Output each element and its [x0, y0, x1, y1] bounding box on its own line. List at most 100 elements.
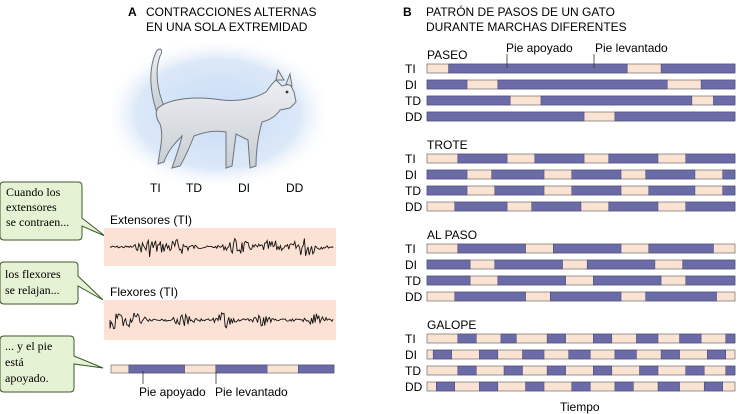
gait-row-label: DI: [405, 78, 417, 92]
panel-b-letter: B: [403, 5, 412, 19]
gait-row-label: DD: [405, 290, 423, 304]
gait-row-dd-stance-segment: [454, 201, 508, 212]
gait-row-label: TI: [405, 242, 416, 256]
callout-flexors: los flexores se relajan...: [0, 261, 104, 305]
gait-row-di-stance-segment: [682, 259, 736, 270]
gait-row-label: TI: [405, 62, 416, 76]
gait-row-ti-stance-segment: [457, 333, 477, 344]
gait-row-label: TI: [405, 332, 416, 346]
gait-row-dd-stance-segment: [454, 291, 526, 302]
callout-extensors: Cuando los extensores se contraen...: [0, 181, 106, 241]
gait-row-ti-stance-segment: [500, 333, 517, 344]
bar-a-stance-segment: [298, 364, 335, 374]
leg-label-td: TD: [186, 181, 202, 195]
gait-row-ti-stance-segment: [593, 333, 613, 344]
gait-row-td-stance-segment: [503, 365, 523, 376]
gait-row-label: DI: [405, 168, 417, 182]
gait-title: GALOPE: [427, 318, 476, 332]
gait-row-td-stance-segment: [426, 275, 471, 286]
gait-row-td-stance-segment: [546, 365, 566, 376]
gait-row-label: DD: [405, 200, 423, 214]
gait-row-td-stance-segment: [725, 365, 736, 376]
gait-row-td-stance-segment: [722, 185, 736, 196]
gait-row-label: DD: [405, 380, 423, 394]
x-axis-label: Tiempo: [560, 400, 600, 414]
gait-row-di-stance-segment: [586, 259, 656, 270]
gait-row-label: TI: [405, 152, 416, 166]
gait-row-ti-stance-segment: [685, 153, 736, 164]
label-swing-b: Pie levantado: [595, 41, 668, 55]
gait-row-label: TD: [405, 94, 421, 108]
panel-b-title-line2: DURANTE MARCHAS DIFERENTES: [426, 20, 627, 34]
gait-row-di-stance-segment: [522, 349, 545, 360]
gait-block-paseo: PASEO TI DI TD DD: [405, 48, 736, 124]
callout1-line1: Cuando los: [6, 185, 61, 199]
gait-row-label: TD: [405, 274, 421, 288]
gait-row-dd-stance-segment: [685, 201, 736, 212]
leg-label-ti: TI: [150, 181, 161, 195]
emg-flexors-trace: [109, 311, 334, 330]
gait-row-dd-stance-segment: [435, 381, 455, 392]
gait-row-ti-stance-segment: [636, 333, 659, 344]
panel-b-title-line1: PATRÓN DE PASOS DE UN GATO: [426, 4, 615, 19]
gait-row-td-stance-segment: [426, 95, 511, 106]
gait-row-dd-stance-segment: [703, 381, 723, 392]
gait-row-ti-stance-segment: [457, 243, 526, 254]
emg-extensors-trace: [109, 237, 334, 258]
gait-block-al-paso: AL PASO TI DI TD DD: [405, 228, 736, 304]
gait-row-di-stance-segment: [494, 259, 563, 270]
gait-row-dd-stance-segment: [657, 381, 680, 392]
gait-diagram: PASEO TI DI TD DD TROTE TI DI TD DD AL PASO TI DI TD D…: [405, 48, 736, 394]
gait-row-ti-stance-segment: [608, 153, 659, 164]
label-stance-b: Pie apoyado: [506, 41, 573, 55]
gait-row-dd-stance-segment: [645, 291, 717, 302]
panel-a-title-line2: EN UNA SOLA EXTREMIDAD: [146, 20, 308, 34]
gait-row-di-stance-segment: [497, 79, 668, 90]
gait-title: AL PASO: [427, 228, 477, 242]
leg-label-di: DI: [238, 181, 250, 195]
gait-row-dd-stance-segment: [614, 111, 736, 122]
gait-row-label: TD: [405, 364, 421, 378]
gait-row-di-stance-segment: [645, 169, 696, 180]
gait-row-ti-stance-segment: [648, 243, 714, 254]
gait-row-td-stance-segment: [571, 185, 622, 196]
gait-row-dd-stance-segment: [426, 111, 585, 122]
gait-block-trote: TROTE TI DI TD DD: [405, 138, 736, 214]
gait-row-td-stance-segment: [639, 365, 659, 376]
gait-row-dd-stance-segment: [531, 201, 582, 212]
gait-row-td-stance-segment: [426, 185, 468, 196]
emg-flexors-label: Flexores (TI): [110, 285, 178, 299]
gait-row-td-stance-segment: [648, 185, 696, 196]
gait-row-ti-stance-segment: [534, 153, 585, 164]
callout3-line2: está: [5, 355, 24, 369]
emg-extensors-label: Extensores (TI): [110, 213, 192, 227]
gait-row-ti-stance-segment: [546, 333, 566, 344]
gait-row-di-stance-segment: [432, 349, 452, 360]
callout1-line3: se contraen...: [6, 215, 69, 229]
panel-a-letter: A: [128, 5, 137, 19]
gait-row-di-stance-segment: [568, 349, 591, 360]
callout3-line3: apoyado.: [5, 371, 49, 385]
gait-row-dd-stance-segment: [614, 381, 634, 392]
gait-row-ti-stance-segment: [457, 153, 508, 164]
gait-row-di-stance-segment: [491, 169, 545, 180]
gait-row-dd-stance-segment: [525, 381, 545, 392]
gait-row-ti-stance-segment: [725, 333, 736, 344]
label-swing-a: Pie levantado: [215, 385, 288, 399]
gait-row-label: DI: [405, 258, 417, 272]
callout3-line1: ... y el pie: [5, 339, 52, 353]
gait-row-di-stance-segment: [426, 79, 468, 90]
gait-row-di-stance-segment: [571, 169, 622, 180]
gait-row-di-stance-segment: [614, 349, 637, 360]
gait-row-td-stance-segment: [497, 275, 566, 286]
gait-row-td-stance-segment: [593, 275, 662, 286]
gait-row-td-stance-segment: [494, 185, 545, 196]
gait-row-label: DI: [405, 348, 417, 362]
cat-illustration: [112, 44, 324, 184]
gait-title: TROTE: [427, 138, 468, 152]
gait-row-td-stance-segment: [713, 95, 736, 106]
gait-row-di-stance-segment: [722, 169, 736, 180]
callout1-line2: extensores: [6, 200, 57, 214]
label-stance-a: Pie apoyado: [139, 385, 206, 399]
